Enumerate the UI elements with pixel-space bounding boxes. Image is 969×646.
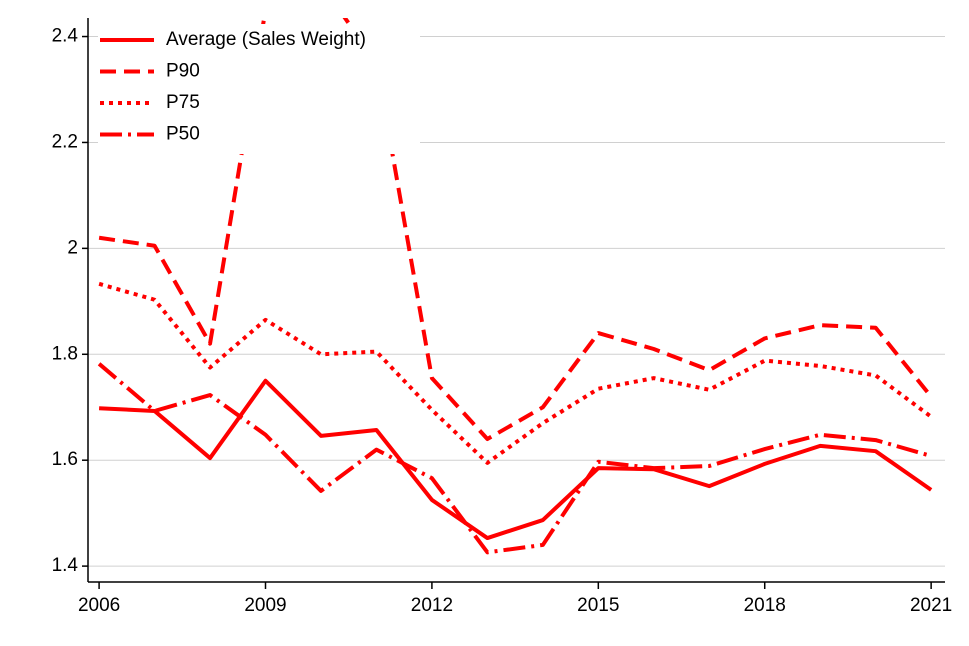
legend-label: P50 xyxy=(166,124,200,145)
y-tick-label: 2 xyxy=(67,237,78,258)
legend-label: P90 xyxy=(166,61,200,82)
series-line xyxy=(98,18,933,442)
x-tick-label: 2012 xyxy=(411,595,453,616)
legend-box xyxy=(98,24,420,154)
legend-label: P75 xyxy=(166,92,200,113)
y-tick-label: 1.8 xyxy=(52,343,78,364)
plot-area xyxy=(97,18,933,555)
y-tick-label: 2.2 xyxy=(52,131,78,152)
x-tick-label: 2021 xyxy=(910,595,952,616)
legend: Average (Sales Weight) P90 P75 P50 xyxy=(98,24,420,154)
x-tick-label: 2006 xyxy=(78,595,120,616)
x-tick-label: 2018 xyxy=(744,595,786,616)
x-tick-label: 2009 xyxy=(244,595,286,616)
y-tick-label: 1.6 xyxy=(52,449,78,470)
y-tick-label: 1.4 xyxy=(52,555,79,576)
x-tick-label: 2015 xyxy=(577,595,619,616)
series-line xyxy=(97,362,932,555)
series-line xyxy=(98,281,933,465)
series-line xyxy=(98,378,933,541)
y-tick-label: 2.4 xyxy=(52,26,79,47)
legend-label: Average (Sales Weight) xyxy=(166,29,366,50)
